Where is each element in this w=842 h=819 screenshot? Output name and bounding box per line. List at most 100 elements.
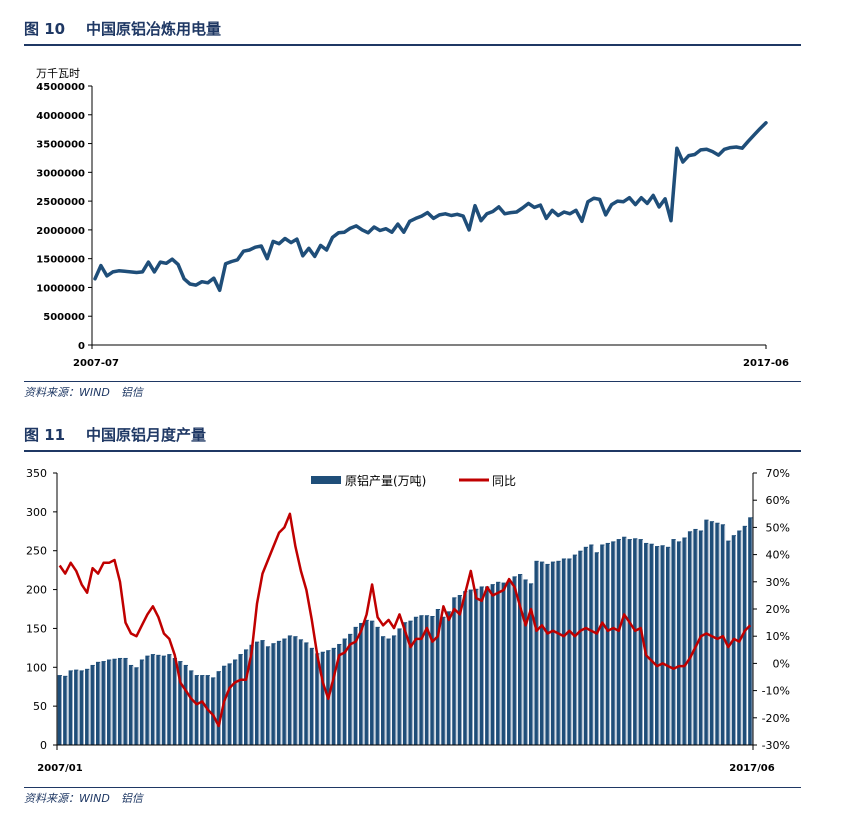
production-bar: [101, 661, 106, 745]
legend-line-label: 同比: [492, 474, 516, 488]
production-bar-shadow: [313, 648, 315, 745]
production-bar: [233, 659, 238, 745]
production-bar: [167, 654, 172, 745]
right-tick-label: -30%: [762, 739, 790, 752]
production-bar-shadow: [165, 656, 167, 745]
production-bar: [638, 539, 643, 745]
production-bar: [578, 550, 583, 745]
production-bar: [90, 664, 95, 745]
production-bar: [276, 640, 282, 745]
production-bar: [528, 583, 534, 745]
production-bar-shadow: [252, 645, 254, 745]
production-bar-shadow: [554, 562, 556, 745]
production-bar-shadow: [696, 529, 698, 745]
production-bar-shadow: [143, 660, 145, 745]
production-bar-shadow: [318, 654, 320, 745]
production-bar-shadow: [291, 636, 293, 745]
production-bar: [616, 539, 621, 745]
figure-11-bottom-rule: [24, 787, 801, 788]
production-bar: [364, 619, 369, 745]
production-bar-shadow: [455, 598, 457, 745]
figure-11-heading: 图 11 中国原铝月度产量: [24, 424, 206, 445]
production-bar-shadow: [543, 562, 545, 745]
production-bar-shadow: [324, 652, 325, 745]
left-tick-label: 100: [26, 661, 47, 674]
production-bar: [397, 628, 402, 745]
production-bar: [156, 654, 161, 745]
production-bar: [139, 659, 145, 745]
production-bar: [644, 542, 649, 745]
production-bar: [216, 671, 221, 745]
production-bar-shadow: [384, 637, 386, 745]
production-bar: [304, 642, 309, 745]
legend-bar-label: 原铝产量(万吨): [345, 473, 426, 488]
production-bar-shadow: [274, 644, 276, 745]
production-bar: [106, 659, 112, 745]
production-bar: [128, 664, 134, 745]
production-bar-shadow: [674, 540, 676, 745]
production-bar: [348, 633, 353, 745]
production-bar-shadow: [214, 678, 216, 745]
figure-10-top-rule: [24, 44, 801, 46]
production-bar-shadow: [115, 659, 117, 745]
production-bar: [298, 639, 304, 745]
left-tick-label: 0: [40, 739, 47, 752]
production-bar: [260, 640, 265, 745]
y-tick-label: 1000000: [36, 283, 85, 294]
production-bar-shadow: [444, 617, 446, 745]
production-bar: [238, 654, 243, 745]
production-bar-shadow: [230, 664, 232, 745]
production-bar: [605, 542, 610, 745]
production-bar-shadow: [581, 551, 583, 745]
production-bar: [342, 638, 347, 745]
production-bar-shadow: [494, 585, 495, 745]
production-bar: [561, 558, 567, 745]
left-tick-label: 300: [26, 506, 47, 519]
production-bar-shadow: [77, 670, 79, 745]
yoy-line: [58, 512, 752, 728]
production-bar: [112, 658, 117, 745]
production-bar-shadow: [296, 637, 298, 745]
production-bar: [211, 677, 216, 745]
production-bar-shadow: [225, 666, 227, 745]
production-bar: [567, 558, 572, 745]
production-bar-shadow: [724, 525, 726, 745]
right-tick-label: -20%: [762, 712, 790, 725]
production-bar: [490, 584, 495, 745]
y-tick-label: 3000000: [36, 168, 85, 179]
production-bar: [408, 620, 413, 745]
production-bar-shadow: [631, 540, 632, 745]
right-tick-label: 30%: [766, 576, 790, 589]
production-bar: [589, 544, 594, 745]
production-bar-shadow: [548, 564, 550, 745]
production-bar-shadow: [192, 671, 194, 745]
production-bar: [742, 525, 747, 745]
production-bar: [386, 638, 391, 745]
production-bar-shadow: [488, 587, 490, 745]
production-bar-shadow: [439, 610, 441, 745]
y-tick-label: 500000: [43, 312, 85, 323]
left-tick-label: 150: [26, 622, 47, 635]
production-bar-shadow: [428, 616, 430, 745]
production-bar-shadow: [592, 545, 594, 745]
production-bar-shadow: [93, 665, 95, 745]
production-bar-shadow: [461, 596, 462, 745]
production-bar-shadow: [691, 532, 693, 745]
production-bar-shadow: [104, 662, 106, 745]
production-bar: [134, 667, 139, 745]
x-tick-label-start: 2007/01: [37, 763, 82, 774]
production-bar-shadow: [241, 655, 243, 745]
production-bar: [457, 595, 462, 745]
production-bar-shadow: [477, 589, 479, 745]
left-tick-label: 50: [33, 700, 47, 713]
production-bar: [709, 521, 715, 745]
production-bar-shadow: [126, 658, 128, 745]
production-bar: [123, 657, 128, 745]
right-tick-label: 50%: [766, 521, 790, 534]
production-bar: [200, 675, 205, 745]
production-bar: [79, 670, 84, 745]
production-bar-shadow: [603, 545, 605, 745]
production-bar-shadow: [346, 639, 347, 745]
production-bar: [572, 554, 578, 745]
production-bar: [507, 581, 512, 745]
